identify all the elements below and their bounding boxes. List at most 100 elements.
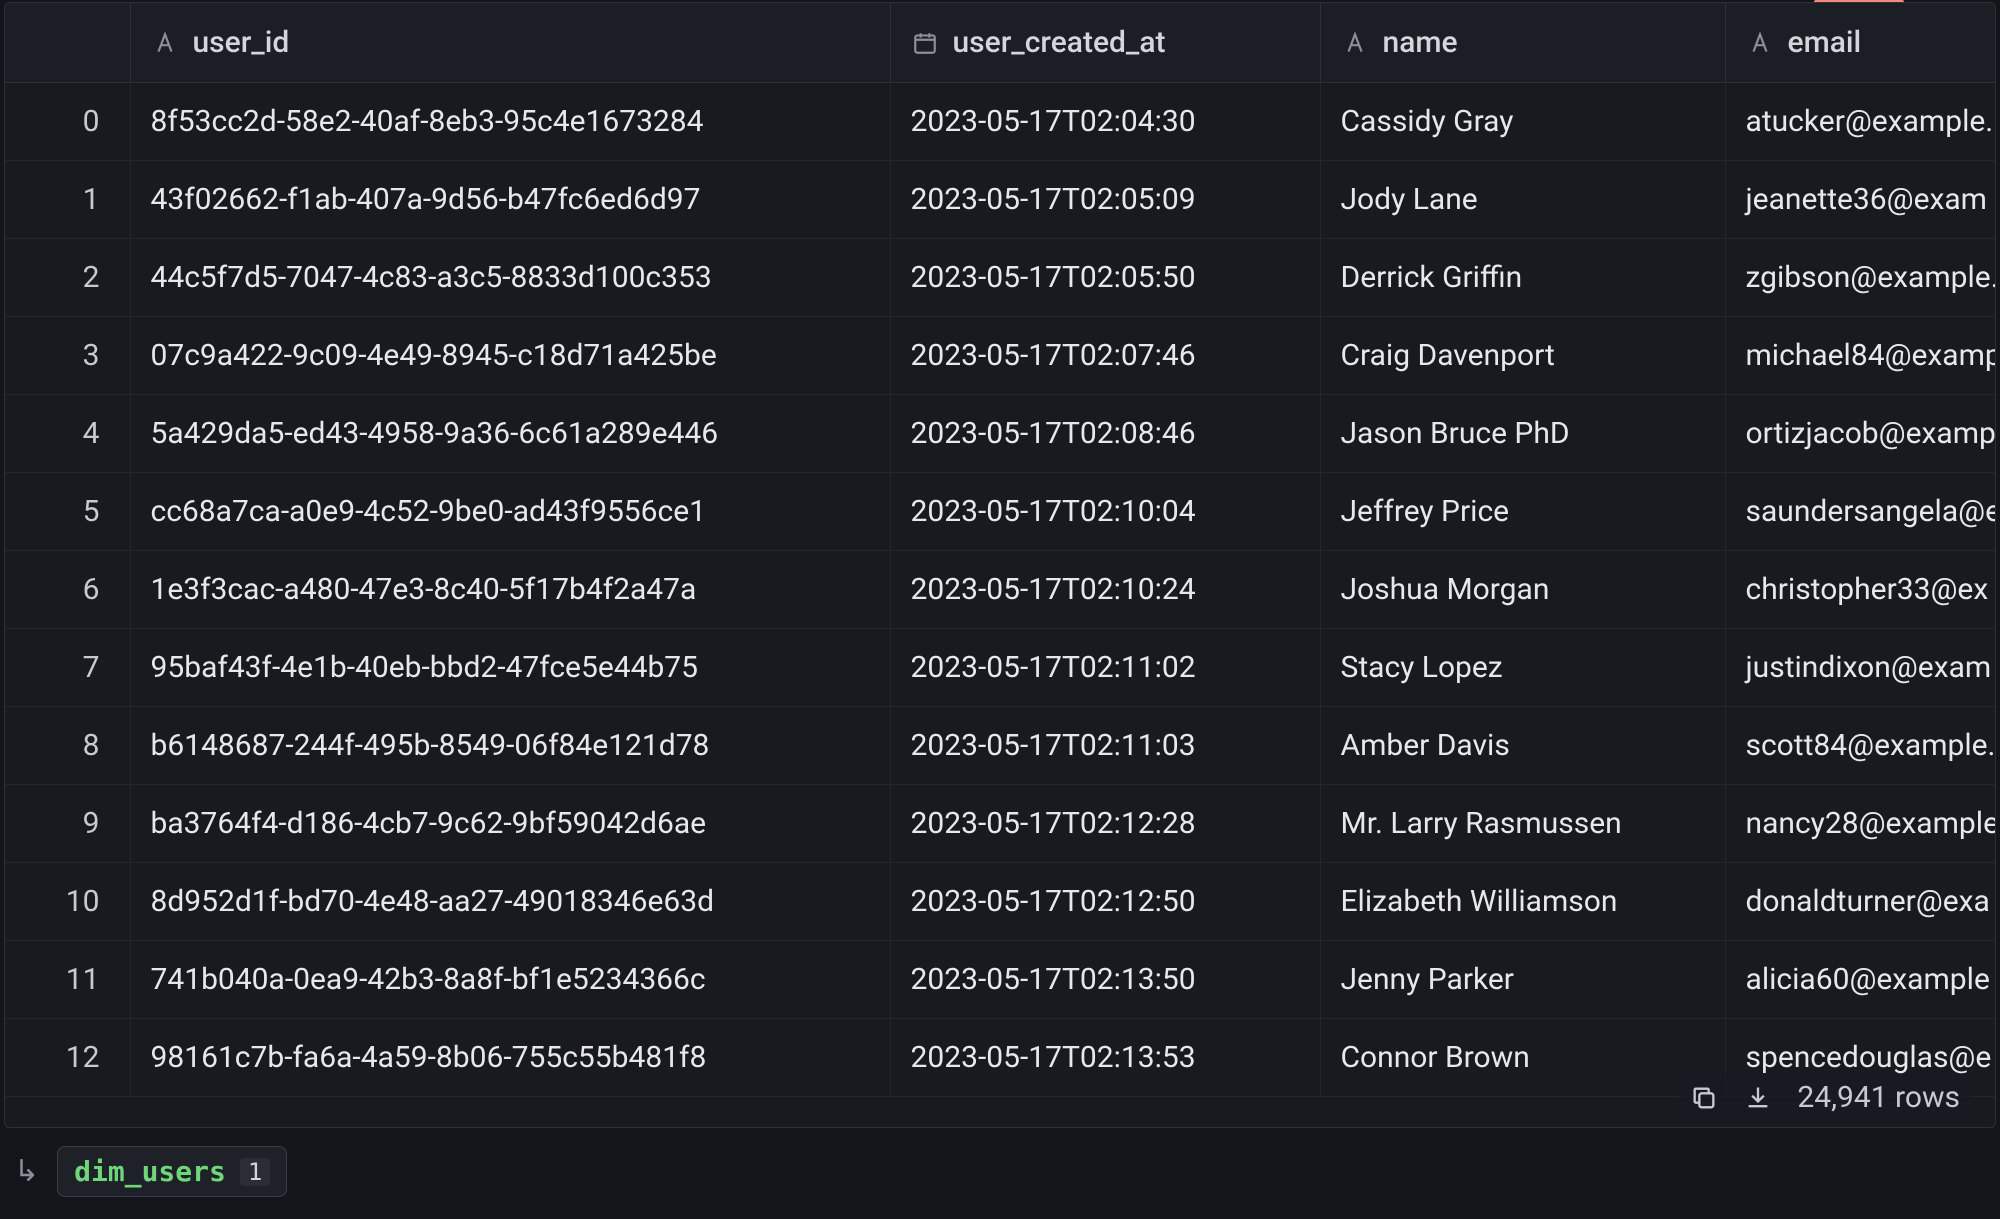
column-header-user-created-at[interactable]: user_created_at <box>890 3 1320 83</box>
table-row[interactable]: 143f02662-f1ab-407a-9d56-b47fc6ed6d97202… <box>5 161 1996 239</box>
table-row[interactable]: 9ba3764f4-d186-4cb7-9c62-9bf59042d6ae202… <box>5 785 1996 863</box>
cell-user-id[interactable]: 8f53cc2d-58e2-40af-8eb3-95c4e1673284 <box>130 83 890 161</box>
column-header-user-id[interactable]: user_id <box>130 3 890 83</box>
row-index-cell[interactable]: 10 <box>5 863 130 941</box>
table-row[interactable]: 5cc68a7ca-a0e9-4c52-9be0-ad43f9556ce1202… <box>5 473 1996 551</box>
cell-email[interactable]: saundersangela@e <box>1725 473 1996 551</box>
string-type-icon <box>151 29 179 57</box>
cell-user-created-at[interactable]: 2023-05-17T02:11:02 <box>890 629 1320 707</box>
cell-user-created-at[interactable]: 2023-05-17T02:07:46 <box>890 317 1320 395</box>
column-header-index[interactable] <box>5 3 130 83</box>
cell-email[interactable]: justindixon@exam <box>1725 629 1996 707</box>
cell-email[interactable]: nancy28@example <box>1725 785 1996 863</box>
cell-name[interactable]: Jeffrey Price <box>1320 473 1725 551</box>
copy-icon[interactable] <box>1689 1083 1719 1113</box>
cell-email[interactable]: alicia60@example <box>1725 941 1996 1019</box>
cell-user-id[interactable]: 07c9a422-9c09-4e49-8945-c18d71a425be <box>130 317 890 395</box>
row-index-cell[interactable]: 8 <box>5 707 130 785</box>
cell-name[interactable]: Stacy Lopez <box>1320 629 1725 707</box>
cell-name[interactable]: Jason Bruce PhD <box>1320 395 1725 473</box>
column-header-label: email <box>1788 25 1862 60</box>
table-body: 08f53cc2d-58e2-40af-8eb3-95c4e1673284202… <box>5 83 1996 1097</box>
row-index-cell[interactable]: 3 <box>5 317 130 395</box>
cell-user-id[interactable]: 44c5f7d5-7047-4c83-a3c5-8833d100c353 <box>130 239 890 317</box>
row-index-cell[interactable]: 12 <box>5 1019 130 1097</box>
column-header-label: user_created_at <box>953 25 1166 60</box>
row-index-cell[interactable]: 4 <box>5 395 130 473</box>
cell-email[interactable]: christopher33@ex <box>1725 551 1996 629</box>
cell-user-created-at[interactable]: 2023-05-17T02:05:09 <box>890 161 1320 239</box>
cell-name[interactable]: Jody Lane <box>1320 161 1725 239</box>
cell-name[interactable]: Cassidy Gray <box>1320 83 1725 161</box>
table-row[interactable]: 8b6148687-244f-495b-8549-06f84e121d78202… <box>5 707 1996 785</box>
cell-email[interactable]: donaldturner@exa <box>1725 863 1996 941</box>
cell-user-created-at[interactable]: 2023-05-17T02:04:30 <box>890 83 1320 161</box>
cell-email[interactable]: ortizjacob@examp <box>1725 395 1996 473</box>
cell-user-id[interactable]: 5a429da5-ed43-4958-9a36-6c61a289e446 <box>130 395 890 473</box>
cell-user-created-at[interactable]: 2023-05-17T02:10:24 <box>890 551 1320 629</box>
cell-user-id[interactable]: 1e3f3cac-a480-47e3-8c40-5f17b4f2a47a <box>130 551 890 629</box>
cell-user-created-at[interactable]: 2023-05-17T02:05:50 <box>890 239 1320 317</box>
download-icon[interactable] <box>1743 1083 1773 1113</box>
row-index-cell[interactable]: 11 <box>5 941 130 1019</box>
cell-user-id[interactable]: 741b040a-0ea9-42b3-8a8f-bf1e5234366c <box>130 941 890 1019</box>
date-type-icon <box>911 29 939 57</box>
cell-email[interactable]: scott84@example. <box>1725 707 1996 785</box>
row-index-cell[interactable]: 6 <box>5 551 130 629</box>
row-index-cell[interactable]: 7 <box>5 629 130 707</box>
return-arrow-icon: ↳ <box>14 1154 39 1189</box>
table-row[interactable]: 08f53cc2d-58e2-40af-8eb3-95c4e1673284202… <box>5 83 1996 161</box>
cell-user-created-at[interactable]: 2023-05-17T02:10:04 <box>890 473 1320 551</box>
column-header-email[interactable]: email <box>1725 3 1996 83</box>
cell-user-created-at[interactable]: 2023-05-17T02:13:50 <box>890 941 1320 1019</box>
result-table-chip[interactable]: dim_users 1 <box>57 1146 287 1197</box>
cell-user-id[interactable]: b6148687-244f-495b-8549-06f84e121d78 <box>130 707 890 785</box>
cell-user-id[interactable]: ba3764f4-d186-4cb7-9c62-9bf59042d6ae <box>130 785 890 863</box>
table-row[interactable]: 795baf43f-4e1b-40eb-bbd2-47fce5e44b75202… <box>5 629 1996 707</box>
cell-user-id[interactable]: cc68a7ca-a0e9-4c52-9be0-ad43f9556ce1 <box>130 473 890 551</box>
row-index-cell[interactable]: 0 <box>5 83 130 161</box>
data-table-panel: user_id user_created_at <box>0 0 2000 1219</box>
cell-user-id[interactable]: 8d952d1f-bd70-4e48-aa27-49018346e63d <box>130 863 890 941</box>
cell-email[interactable]: zgibson@example. <box>1725 239 1996 317</box>
table-header-row: user_id user_created_at <box>5 3 1996 83</box>
cell-user-created-at[interactable]: 2023-05-17T02:08:46 <box>890 395 1320 473</box>
row-count-label: 24,941 rows <box>1797 1080 1960 1115</box>
cell-user-created-at[interactable]: 2023-05-17T02:12:28 <box>890 785 1320 863</box>
cell-user-id[interactable]: 43f02662-f1ab-407a-9d56-b47fc6ed6d97 <box>130 161 890 239</box>
row-index-cell[interactable]: 5 <box>5 473 130 551</box>
cell-email[interactable]: atucker@example. <box>1725 83 1996 161</box>
column-header-label: user_id <box>193 25 290 60</box>
cell-name[interactable]: Derrick Griffin <box>1320 239 1725 317</box>
result-table-name: dim_users <box>74 1155 226 1188</box>
row-index-cell[interactable]: 1 <box>5 161 130 239</box>
cell-name[interactable]: Elizabeth Williamson <box>1320 863 1725 941</box>
row-index-cell[interactable]: 9 <box>5 785 130 863</box>
result-table-count: 1 <box>240 1158 270 1186</box>
cell-user-created-at[interactable]: 2023-05-17T02:13:53 <box>890 1019 1320 1097</box>
table-row[interactable]: 244c5f7d5-7047-4c83-a3c5-8833d100c353202… <box>5 239 1996 317</box>
cell-user-id[interactable]: 98161c7b-fa6a-4a59-8b06-755c55b481f8 <box>130 1019 890 1097</box>
column-header-label: name <box>1383 25 1458 60</box>
cell-name[interactable]: Craig Davenport <box>1320 317 1725 395</box>
cell-user-id[interactable]: 95baf43f-4e1b-40eb-bbd2-47fce5e44b75 <box>130 629 890 707</box>
string-type-icon <box>1746 29 1774 57</box>
cell-name[interactable]: Jenny Parker <box>1320 941 1725 1019</box>
cell-name[interactable]: Joshua Morgan <box>1320 551 1725 629</box>
row-index-cell[interactable]: 2 <box>5 239 130 317</box>
results-footer: ↳ dim_users 1 <box>0 1128 2000 1219</box>
table-row[interactable]: 108d952d1f-bd70-4e48-aa27-49018346e63d20… <box>5 863 1996 941</box>
cell-name[interactable]: Mr. Larry Rasmussen <box>1320 785 1725 863</box>
cell-name[interactable]: Connor Brown <box>1320 1019 1725 1097</box>
table-row[interactable]: 11741b040a-0ea9-42b3-8a8f-bf1e5234366c20… <box>5 941 1996 1019</box>
cell-user-created-at[interactable]: 2023-05-17T02:11:03 <box>890 707 1320 785</box>
cell-email[interactable]: jeanette36@exam <box>1725 161 1996 239</box>
table-scroll-region[interactable]: user_id user_created_at <box>4 2 1996 1128</box>
cell-email[interactable]: michael84@examp <box>1725 317 1996 395</box>
cell-user-created-at[interactable]: 2023-05-17T02:12:50 <box>890 863 1320 941</box>
cell-name[interactable]: Amber Davis <box>1320 707 1725 785</box>
table-row[interactable]: 61e3f3cac-a480-47e3-8c40-5f17b4f2a47a202… <box>5 551 1996 629</box>
table-row[interactable]: 307c9a422-9c09-4e49-8945-c18d71a425be202… <box>5 317 1996 395</box>
table-row[interactable]: 45a429da5-ed43-4958-9a36-6c61a289e446202… <box>5 395 1996 473</box>
column-header-name[interactable]: name <box>1320 3 1725 83</box>
